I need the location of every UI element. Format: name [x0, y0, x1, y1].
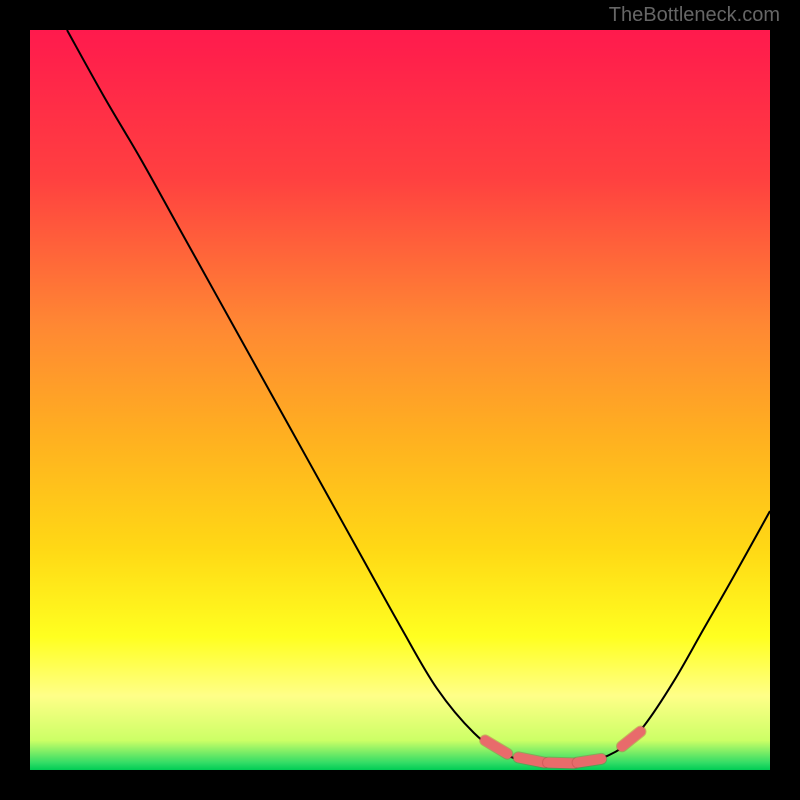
watermark-text: TheBottleneck.com — [609, 4, 780, 27]
bottleneck-curve — [30, 30, 770, 770]
chart-area — [30, 30, 770, 770]
